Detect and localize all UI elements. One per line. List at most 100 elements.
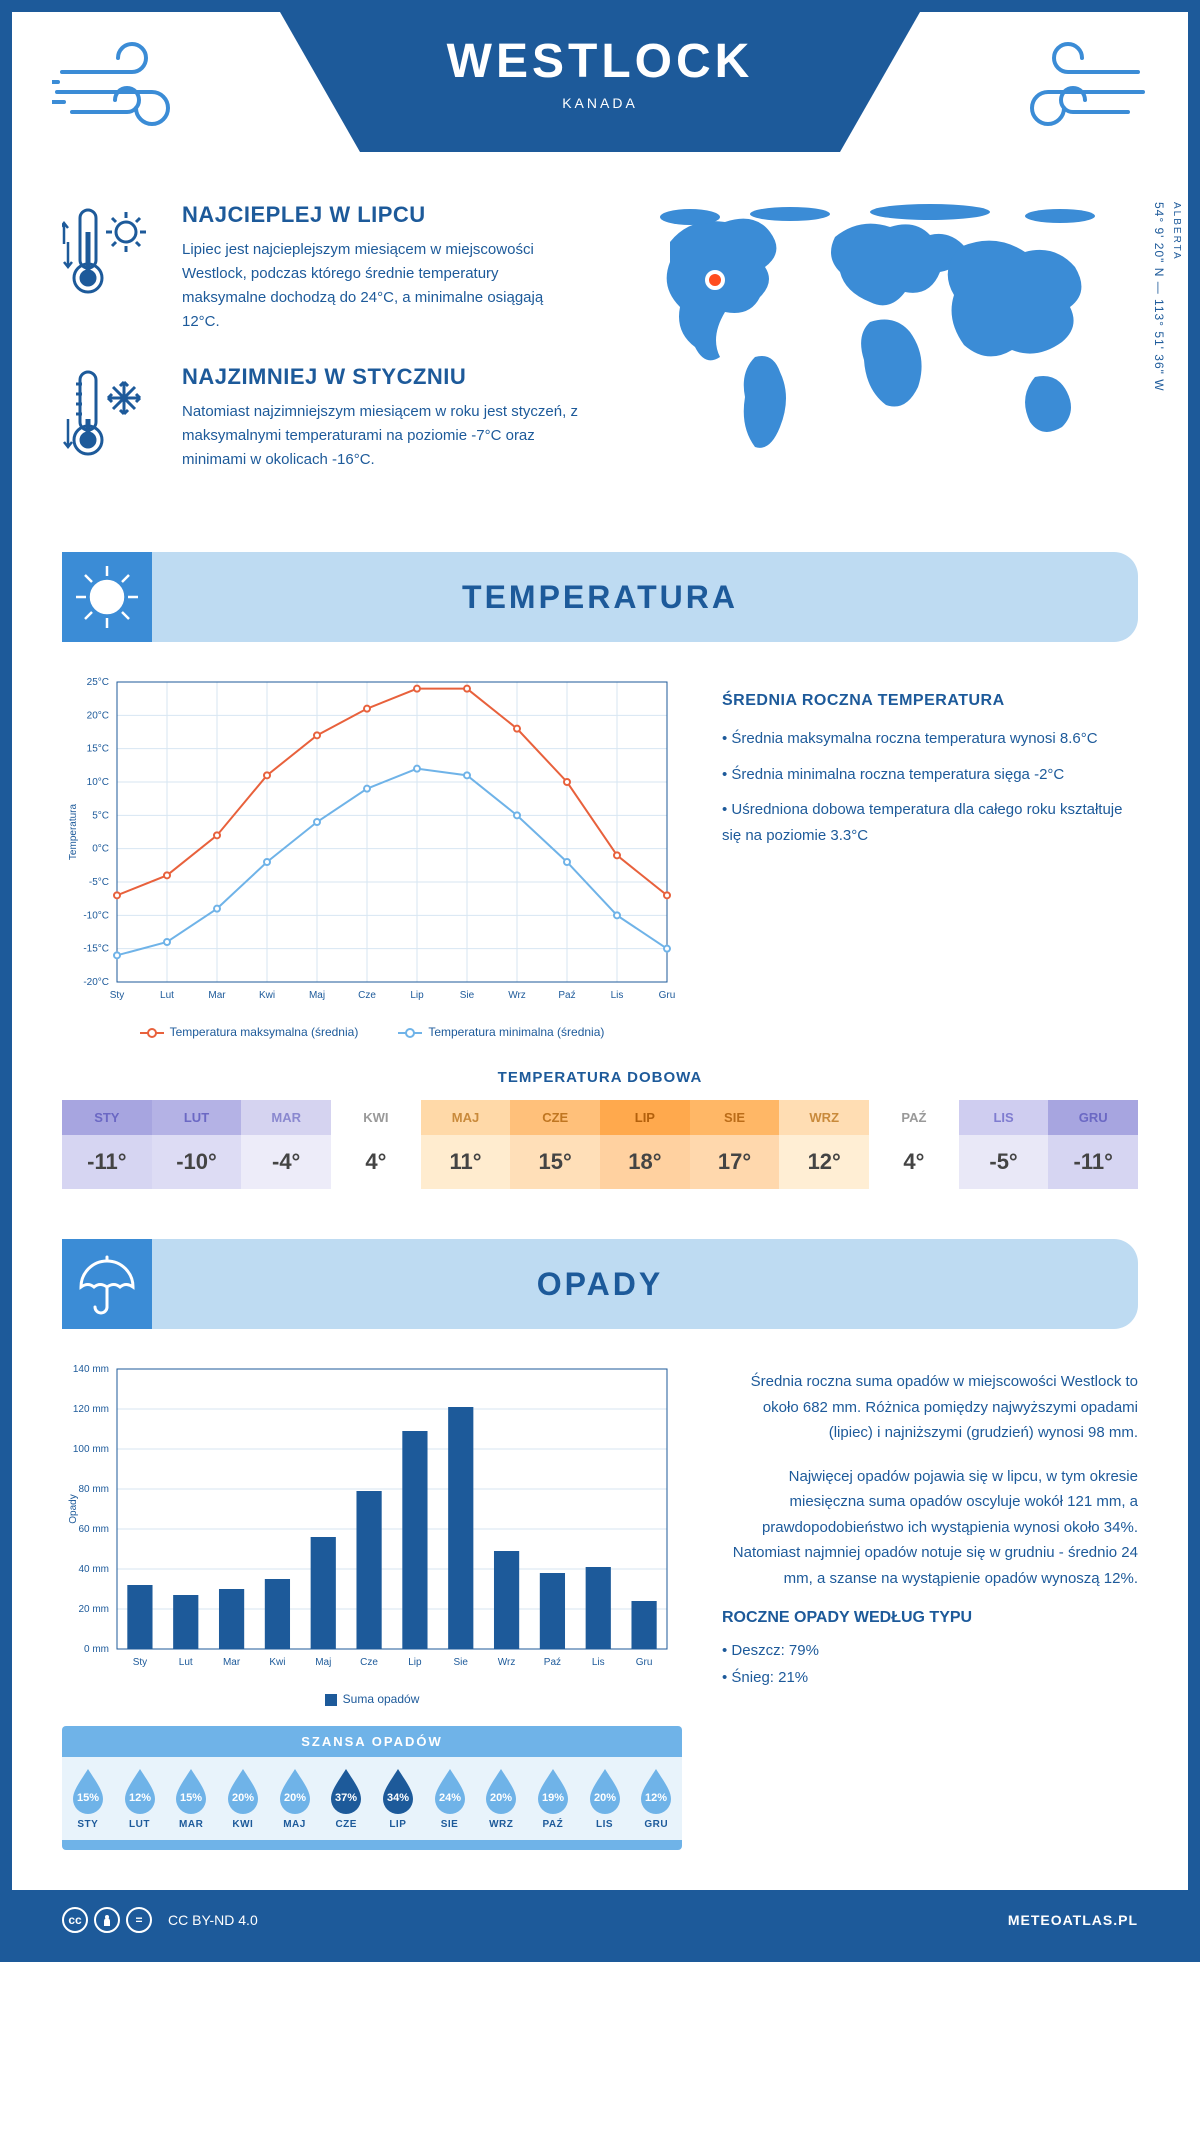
svg-text:37%: 37%: [335, 1792, 357, 1804]
daily-temp-table: STY -11° LUT -10° MAR -4° KWI 4° MAJ 11°…: [62, 1100, 1138, 1189]
precip-summary: Średnia roczna suma opadów w miejscowośc…: [722, 1359, 1138, 1850]
svg-text:19%: 19%: [542, 1792, 564, 1804]
chance-cell: 15% STY: [62, 1767, 114, 1830]
raindrop-icon: 20%: [482, 1767, 520, 1815]
svg-text:120 mm: 120 mm: [73, 1404, 109, 1415]
temp-side-title: ŚREDNIA ROCZNA TEMPERATURA: [722, 692, 1138, 710]
svg-text:-10°C: -10°C: [83, 910, 109, 921]
daily-cell: LIS -5°: [959, 1100, 1049, 1189]
svg-text:20%: 20%: [594, 1792, 616, 1804]
svg-text:80 mm: 80 mm: [78, 1484, 109, 1495]
temp-bullet: • Średnia minimalna roczna temperatura s…: [722, 762, 1138, 788]
svg-text:0°C: 0°C: [92, 844, 109, 855]
chance-cell: 24% SIE: [424, 1767, 476, 1830]
svg-text:24%: 24%: [439, 1792, 461, 1804]
svg-text:Gru: Gru: [659, 990, 676, 1001]
daily-cell: PAŹ 4°: [869, 1100, 959, 1189]
rain-chance-box: SZANSA OPADÓW 15% STY 12% LUT: [62, 1726, 682, 1850]
svg-text:Kwi: Kwi: [269, 1657, 285, 1668]
world-map-icon: [622, 202, 1138, 462]
temperature-title: TEMPERATURA: [62, 579, 1138, 616]
region-text: ALBERTA: [1171, 202, 1182, 261]
raindrop-icon: 20%: [276, 1767, 314, 1815]
svg-text:Temperatura: Temperatura: [68, 803, 79, 860]
by-icon: [94, 1907, 120, 1933]
precip-title: OPADY: [62, 1266, 1138, 1303]
chance-cell: 20% MAJ: [269, 1767, 321, 1830]
chance-cell: 20% KWI: [217, 1767, 269, 1830]
world-map-block: 54° 9' 20" N — 113° 51' 36" W ALBERTA: [622, 202, 1138, 502]
hot-body: Lipiec jest najcieplejszym miesiącem w m…: [182, 238, 582, 334]
svg-text:Maj: Maj: [315, 1657, 331, 1668]
intro-row: NAJCIEPLEJ W LIPCU Lipiec jest najcieple…: [62, 172, 1138, 542]
svg-text:Cze: Cze: [358, 990, 376, 1001]
svg-text:Lip: Lip: [410, 990, 424, 1001]
svg-text:Kwi: Kwi: [259, 990, 275, 1001]
temperature-summary: ŚREDNIA ROCZNA TEMPERATURA • Średnia mak…: [722, 672, 1138, 1039]
chance-cell: 20% LIS: [579, 1767, 631, 1830]
legend-max-label: Temperatura maksymalna (średnia): [170, 1025, 359, 1039]
license-text: CC BY-ND 4.0: [168, 1912, 258, 1928]
svg-text:40 mm: 40 mm: [78, 1564, 109, 1575]
daily-cell: GRU -11°: [1048, 1100, 1138, 1189]
umbrella-icon: [62, 1239, 152, 1329]
chance-cell: 20% WRZ: [475, 1767, 527, 1830]
footer: cc = CC BY-ND 4.0 METEOATLAS.PL: [12, 1890, 1188, 1950]
cold-title: NAJZIMNIEJ W STYCZNIU: [182, 364, 582, 390]
svg-text:15°C: 15°C: [87, 744, 109, 755]
precip-type-title: ROCZNE OPADY WEDŁUG TYPU: [722, 1609, 1138, 1627]
sun-icon: [62, 552, 152, 642]
location-marker-icon: [707, 272, 723, 288]
header: WESTLOCK KANADA: [12, 12, 1188, 172]
svg-text:15%: 15%: [77, 1792, 99, 1804]
svg-text:100 mm: 100 mm: [73, 1444, 109, 1455]
raindrop-icon: 34%: [379, 1767, 417, 1815]
coords-text: 54° 9' 20" N — 113° 51' 36" W: [1152, 202, 1166, 392]
legend-min-label: Temperatura minimalna (średnia): [428, 1025, 604, 1039]
country-name: KANADA: [280, 95, 920, 111]
chance-cell: 12% GRU: [630, 1767, 682, 1830]
temperature-line-chart: -20°C-15°C-10°C-5°C0°C5°C10°C15°C20°C25°…: [62, 672, 682, 1039]
chance-cell: 37% CZE: [320, 1767, 372, 1830]
thermometer-sun-icon: [62, 202, 162, 302]
precip-legend: Suma opadów: [62, 1692, 682, 1706]
raindrop-icon: 37%: [327, 1767, 365, 1815]
svg-text:Lip: Lip: [408, 1657, 422, 1668]
svg-text:34%: 34%: [387, 1792, 409, 1804]
city-name: WESTLOCK: [280, 34, 920, 89]
svg-text:Lis: Lis: [611, 990, 624, 1001]
svg-text:20°C: 20°C: [87, 710, 109, 721]
svg-text:Sie: Sie: [460, 990, 475, 1001]
svg-text:10°C: 10°C: [87, 777, 109, 788]
raindrop-icon: 24%: [431, 1767, 469, 1815]
svg-text:0 mm: 0 mm: [84, 1644, 109, 1655]
svg-text:Mar: Mar: [208, 990, 226, 1001]
daily-cell: LIP 18°: [600, 1100, 690, 1189]
raindrop-icon: 12%: [121, 1767, 159, 1815]
temp-chart-legend: Temperatura maksymalna (średnia) Tempera…: [62, 1025, 682, 1039]
hot-month-block: NAJCIEPLEJ W LIPCU Lipiec jest najcieple…: [62, 202, 582, 334]
svg-text:Wrz: Wrz: [508, 990, 526, 1001]
daily-temp-title: TEMPERATURA DOBOWA: [62, 1069, 1138, 1086]
daily-cell: LUT -10°: [152, 1100, 242, 1189]
raindrop-icon: 15%: [69, 1767, 107, 1815]
svg-text:Wrz: Wrz: [498, 1657, 516, 1668]
thermometer-snow-icon: [62, 364, 162, 464]
hot-title: NAJCIEPLEJ W LIPCU: [182, 202, 582, 228]
raindrop-icon: 20%: [586, 1767, 624, 1815]
temp-bullet: • Uśredniona dobowa temperatura dla całe…: [722, 797, 1138, 848]
raindrop-icon: 19%: [534, 1767, 572, 1815]
svg-text:Cze: Cze: [360, 1657, 378, 1668]
svg-text:Maj: Maj: [309, 990, 325, 1001]
daily-cell: STY -11°: [62, 1100, 152, 1189]
precip-bullet: • Deszcz: 79%: [722, 1637, 1138, 1664]
svg-text:Lis: Lis: [592, 1657, 605, 1668]
svg-text:20%: 20%: [284, 1792, 306, 1804]
daily-cell: MAR -4°: [241, 1100, 331, 1189]
svg-text:5°C: 5°C: [92, 810, 109, 821]
svg-text:60 mm: 60 mm: [78, 1524, 109, 1535]
svg-text:20 mm: 20 mm: [78, 1604, 109, 1615]
precip-section-header: OPADY: [62, 1239, 1138, 1329]
title-banner: WESTLOCK KANADA: [280, 12, 920, 152]
brand-text: METEOATLAS.PL: [1008, 1912, 1138, 1928]
